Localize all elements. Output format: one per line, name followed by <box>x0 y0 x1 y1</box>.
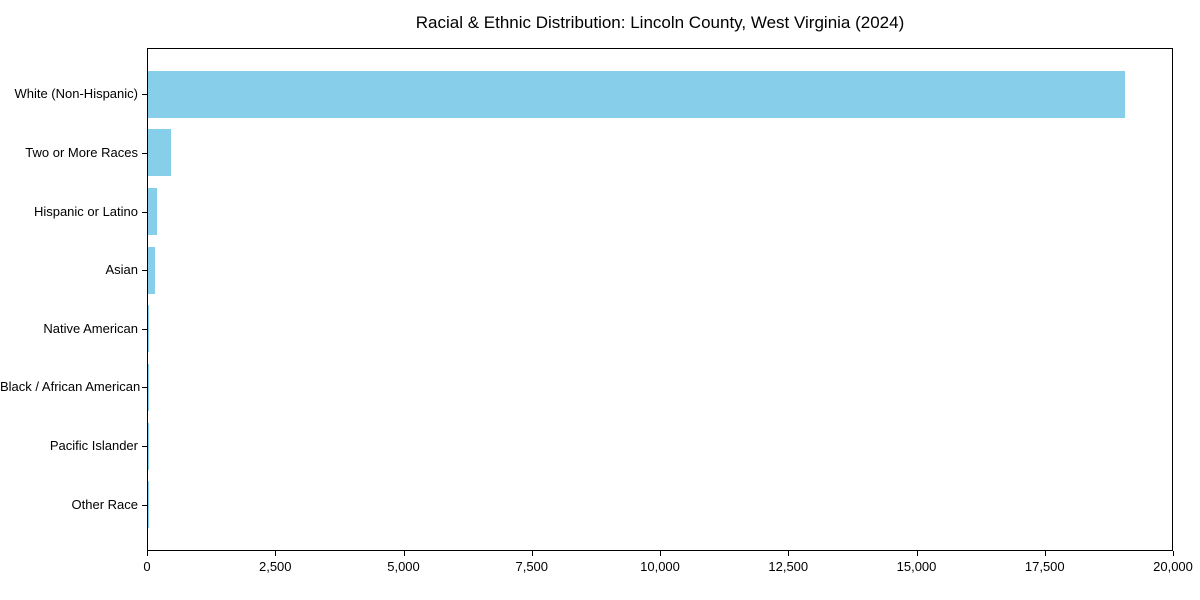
x-tick-label: 10,000 <box>640 559 680 574</box>
x-tick-label: 15,000 <box>896 559 937 574</box>
x-tick-label: 5,000 <box>387 559 420 574</box>
x-tick-mark <box>147 551 148 556</box>
y-tick-mark <box>142 328 147 330</box>
x-tick-label: 20,000 <box>1153 559 1193 574</box>
x-tick-label: 12,500 <box>768 559 809 574</box>
y-axis-label: Asian <box>105 262 138 278</box>
y-tick-mark <box>142 504 147 506</box>
chart-title: Racial & Ethnic Distribution: Lincoln Co… <box>415 13 905 32</box>
x-tick-mark <box>531 551 533 556</box>
bar <box>148 129 172 177</box>
bar <box>148 363 149 411</box>
y-axis-label: Black / African American <box>0 379 141 395</box>
y-axis-label: Pacific Islander <box>49 438 138 454</box>
x-tick-label: 7,500 <box>515 559 549 574</box>
bar <box>148 188 158 236</box>
y-axis-label: Native American <box>43 320 138 336</box>
bar <box>148 70 1126 118</box>
x-tick-mark <box>916 551 918 556</box>
y-tick-mark <box>142 446 147 448</box>
x-tick-mark <box>1044 551 1046 556</box>
y-tick-mark <box>142 152 147 154</box>
x-tick-mark <box>1173 551 1174 556</box>
y-axis-label: Hispanic or Latino <box>33 203 138 219</box>
x-tick-label: 17,500 <box>1024 559 1065 574</box>
y-axis-label: Other Race <box>71 496 138 512</box>
y-tick-mark <box>142 270 147 272</box>
x-tick-mark <box>660 551 661 556</box>
y-axis-label: White (Non-Hispanic) <box>14 86 138 102</box>
bar <box>148 246 155 294</box>
x-tick-label: 2,500 <box>258 559 292 574</box>
bar <box>148 305 150 353</box>
y-tick-mark <box>142 211 147 213</box>
y-axis-label: Two or More Races <box>25 144 138 160</box>
x-tick-mark <box>403 551 405 556</box>
y-tick-mark <box>142 387 147 389</box>
x-tick-mark <box>275 551 277 556</box>
x-tick-mark <box>788 551 790 556</box>
y-tick-mark <box>142 94 147 96</box>
x-tick-label: 0 <box>143 559 151 574</box>
plot-area <box>147 48 1173 551</box>
